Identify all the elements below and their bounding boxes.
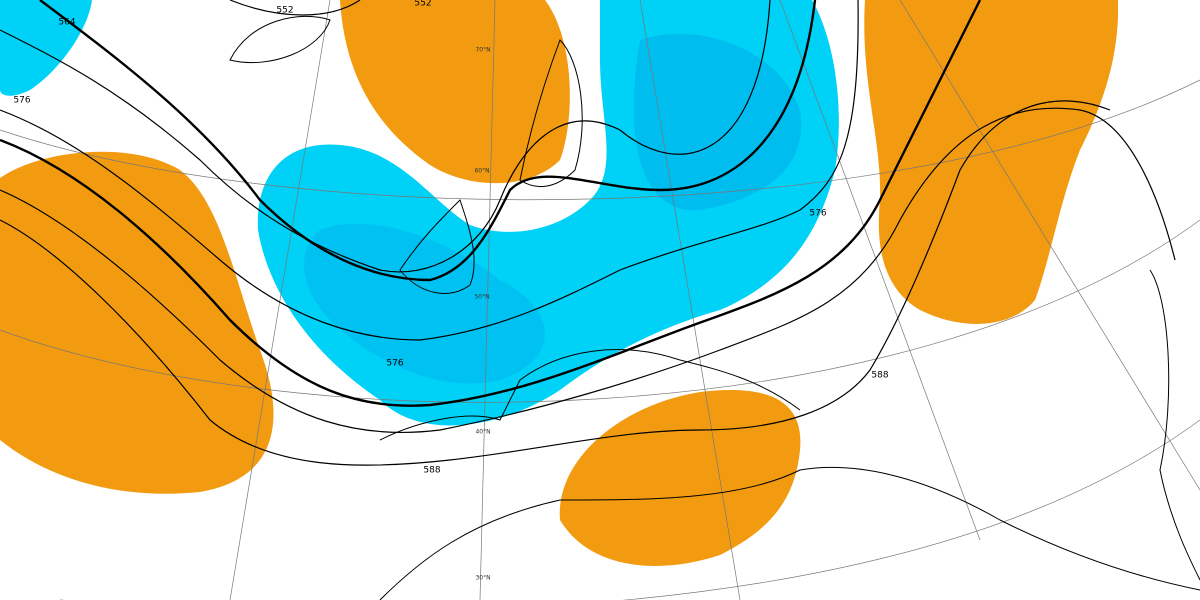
meridian: [639, 0, 741, 600]
positive-anomaly: [864, 0, 1119, 324]
positive-anomaly: [340, 0, 570, 184]
contour-label: 588: [871, 371, 888, 381]
latitude-label: 50°N: [474, 294, 489, 301]
latitude-label: 60°N: [474, 168, 489, 175]
contour: [0, 0, 982, 407]
contour-label: 552: [414, 0, 431, 9]
coastline: [379, 467, 1200, 600]
latitude-label: 30°N: [475, 575, 490, 582]
height-contours: [0, 0, 1176, 466]
contour-label: 576: [13, 96, 30, 106]
contour-labels: 552 552 564 576 576 588 576 588: [13, 0, 888, 476]
coastline: [399, 199, 475, 294]
latitude-label: 70°N: [475, 47, 490, 54]
meridian: [779, 0, 981, 541]
coastline: [379, 349, 801, 441]
contour: [0, 0, 771, 273]
anomaly-fields: [0, 0, 1119, 566]
positive-anomaly: [0, 151, 274, 494]
coastlines: [229, 15, 1200, 600]
coastline: [519, 39, 583, 188]
negative-core: [633, 33, 802, 211]
contour: [0, 107, 1176, 433]
contour-label: 576: [809, 209, 826, 219]
contour-label: 588: [423, 466, 440, 476]
coastline: [1149, 269, 1200, 581]
latitude-labels: 70°N 60°N 50°N 40°N 30°N: [474, 47, 490, 582]
contour: [39, 0, 817, 282]
coastline: [229, 15, 331, 64]
parallel: [0, 219, 1200, 403]
positive-anomaly: [559, 390, 801, 566]
contour-label: 564: [58, 18, 75, 28]
negative-anomaly: [0, 0, 92, 96]
negative-core: [303, 223, 545, 384]
contour: [0, 0, 859, 341]
meridian: [229, 0, 331, 600]
contour-label: 552: [276, 6, 293, 16]
contour-label: 576: [386, 359, 403, 369]
meridian: [899, 0, 1200, 491]
contour: [229, 0, 361, 16]
latitude-label: 40°N: [475, 429, 490, 436]
meridian: [479, 0, 496, 600]
parallel: [0, 79, 1200, 201]
contour: [0, 100, 1111, 466]
